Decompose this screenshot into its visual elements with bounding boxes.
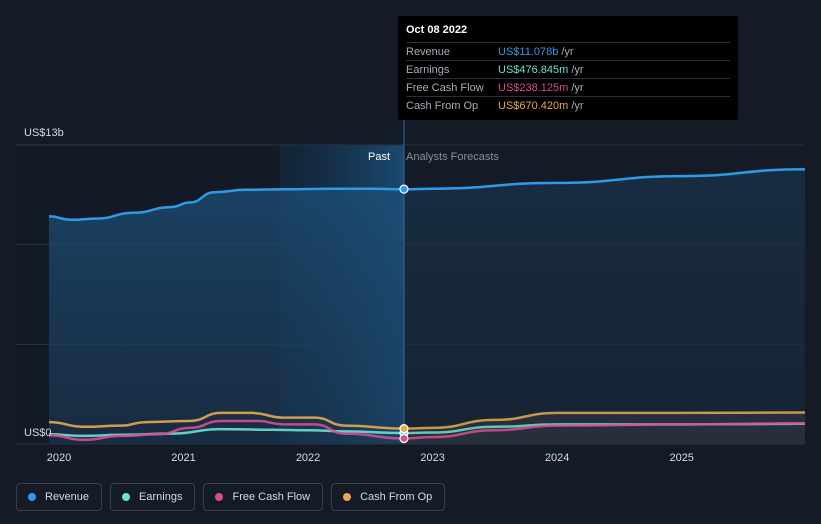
legend-label: Revenue — [45, 491, 90, 503]
tooltip-date: Oct 08 2022 — [406, 24, 468, 36]
tooltip-series-value: US$476.845m — [498, 63, 569, 76]
legend-label: Earnings — [139, 491, 183, 503]
tooltip-row: Free Cash Flow US$238.125m/yr — [406, 78, 730, 96]
legend-dot-icon — [28, 493, 36, 501]
legend-item-earnings[interactable]: Earnings — [110, 483, 196, 511]
free-cash-flow-marker — [399, 433, 409, 444]
legend: Revenue Earnings Free Cash Flow Cash From O… — [16, 483, 446, 511]
cash-from-op-line-forecast — [403, 411, 806, 430]
x-tick-label: 2022 — [296, 452, 320, 464]
past-label: Past — [368, 151, 390, 163]
tooltip-row: Cash From Op US$670.420m/yr — [406, 96, 730, 114]
x-tick-label: 2020 — [47, 452, 71, 464]
tooltip-series-value: US$670.420m — [498, 99, 569, 112]
legend-dot-icon — [343, 493, 352, 501]
tooltip-series-unit: /yr — [561, 45, 574, 58]
free-cash-flow-line-forecast — [403, 422, 806, 440]
revenue-line-past — [48, 187, 405, 222]
x-tick-label: 2023 — [420, 452, 444, 464]
tooltip-series-value: US$11.078b — [498, 45, 559, 58]
revenue-area-past — [49, 188, 404, 444]
tooltip: Oct 08 2022 Revenue US$11.078b/yr Earnings… — [398, 16, 738, 120]
legend-item-revenue[interactable]: Revenue — [16, 483, 103, 511]
x-tick-label: 2021 — [171, 452, 195, 464]
free-cash-flow-line-past — [48, 419, 405, 442]
cash-from-op-line-past — [48, 411, 405, 430]
x-tick-label: 2024 — [545, 452, 569, 464]
cash-from-op-marker — [399, 423, 409, 434]
tooltip-series-name: Revenue — [406, 45, 451, 58]
tooltip-series-name: Cash From Op — [406, 99, 479, 112]
legend-dot-icon — [215, 493, 224, 501]
tooltip-series-unit: /yr — [571, 99, 584, 112]
y-axis-zero-label: US$0 — [24, 427, 52, 439]
tooltip-row: Revenue US$11.078b/yr — [406, 42, 730, 60]
x-tick-label: 2025 — [669, 452, 693, 464]
revenue-area-forecast — [404, 169, 805, 444]
tooltip-series-value: US$238.125m — [498, 81, 569, 94]
legend-item-cash-from-op[interactable]: Cash From Op — [331, 483, 446, 511]
tooltip-series-name: Free Cash Flow — [406, 81, 484, 94]
revenue-marker — [399, 184, 409, 194]
tooltip-series-unit: /yr — [571, 81, 584, 94]
legend-item-free-cash-flow[interactable]: Free Cash Flow — [203, 483, 324, 511]
legend-label: Free Cash Flow — [232, 491, 311, 503]
legend-dot-icon — [122, 493, 131, 501]
chart: US$13b US$0 Past Analysts Forecasts 2020… — [16, 118, 806, 464]
forecast-label: Analysts Forecasts — [406, 151, 499, 163]
legend-label: Cash From Op — [360, 491, 433, 503]
tooltip-row: Earnings US$476.845m/yr — [406, 60, 730, 78]
tooltip-series-name: Earnings — [406, 63, 450, 76]
tooltip-series-unit: /yr — [571, 63, 584, 76]
y-axis-top-label: US$13b — [24, 127, 64, 139]
revenue-line-forecast — [403, 167, 806, 191]
